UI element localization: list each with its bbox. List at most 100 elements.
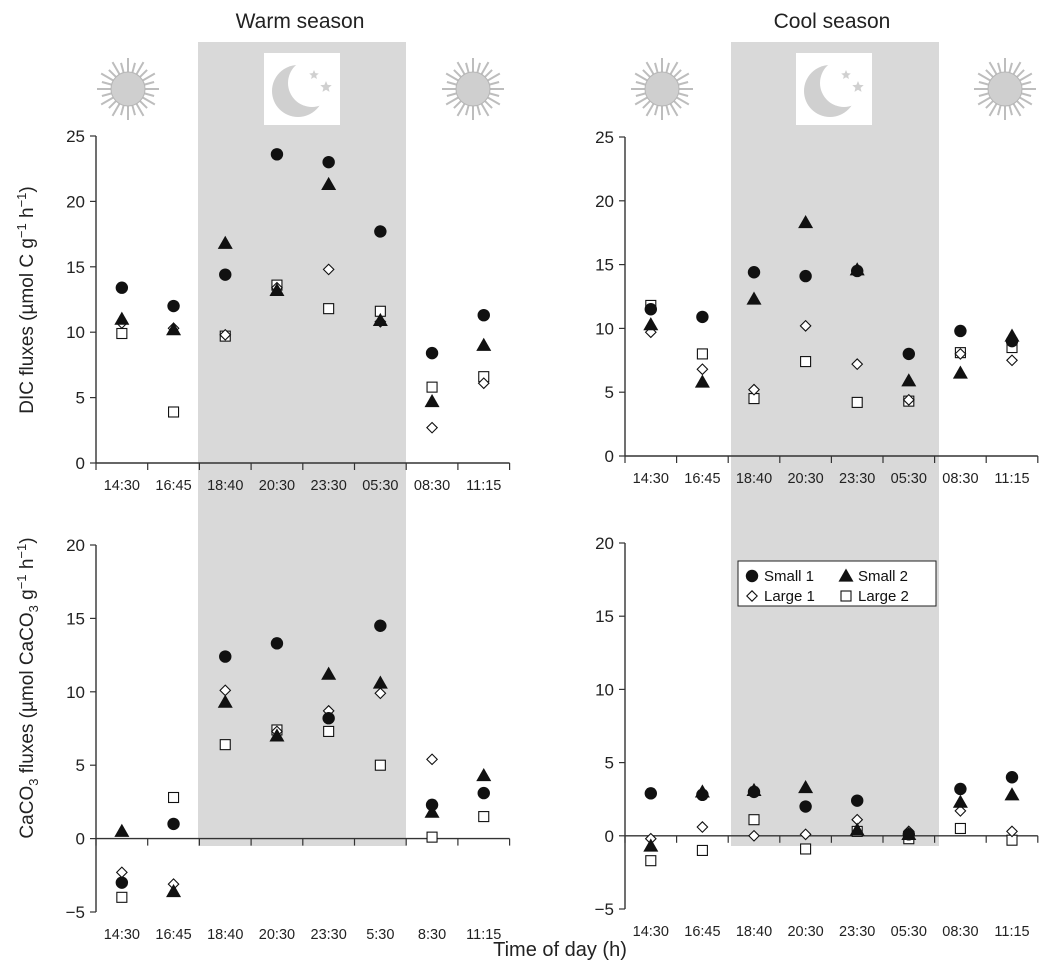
data-point-circle — [219, 650, 232, 663]
data-point-triangle — [269, 728, 285, 742]
data-point-triangle — [166, 883, 182, 898]
x-tick-label: 8:30 — [418, 927, 446, 943]
moon-icon — [264, 53, 340, 125]
data-point-diamond — [696, 363, 709, 376]
y-tick-label: 10 — [595, 680, 614, 699]
legend-marker-circle — [745, 569, 759, 583]
x-tick-label: 14:30 — [633, 471, 669, 487]
data-point-diamond — [954, 347, 967, 360]
y-tick-label: 5 — [76, 756, 85, 775]
data-point-circle — [270, 148, 284, 161]
x-tick-label: 5:30 — [366, 927, 394, 943]
series-large-1 — [644, 319, 1018, 406]
data-point-circle — [851, 264, 864, 278]
x-tick-label: 23:30 — [311, 927, 347, 943]
data-point-circle — [322, 712, 335, 725]
legend-label: Small 1 — [764, 568, 814, 585]
data-point-circle — [477, 786, 490, 800]
caco3-y-axis-label: CaCO3 fluxes (µmol CaCO3 g−1 h−1) — [14, 537, 41, 838]
data-point-square — [748, 814, 760, 826]
y-tick-label: 20 — [595, 534, 614, 553]
legend-label: Large 1 — [764, 588, 815, 605]
data-point-square — [645, 855, 657, 867]
y-tick-label: 20 — [66, 192, 85, 211]
legend-label: Small 2 — [858, 568, 908, 585]
x-tick-label: 11:15 — [466, 478, 501, 494]
data-point-circle — [167, 299, 180, 313]
x-tick-label: 23:30 — [839, 924, 875, 940]
y-tick-label: 0 — [605, 827, 614, 846]
data-point-circle — [115, 281, 129, 294]
day-night-icons — [97, 53, 1036, 125]
x-tick-label: 23:30 — [839, 471, 875, 487]
data-point-triangle — [166, 322, 182, 336]
x-tick-label: 18:40 — [207, 927, 243, 943]
data-point-circle — [115, 876, 129, 889]
warm-season-title: Warm season — [236, 10, 365, 33]
warm-night-band — [198, 42, 406, 846]
x-tick-label: 16:45 — [684, 471, 720, 487]
data-point-circle — [1005, 334, 1019, 348]
data-point-diamond — [322, 263, 335, 276]
warm-caco3-panel: −5 0 5 10 15 20 14:30 16:45 18:40 20:30 23:30 5:30 8… — [66, 536, 511, 943]
x-tick-label: 14:30 — [104, 927, 140, 943]
data-point-diamond — [799, 828, 812, 841]
data-point-diamond — [696, 821, 709, 833]
data-point-triangle — [798, 779, 814, 794]
data-point-circle — [644, 303, 657, 316]
data-point-circle — [270, 637, 284, 650]
data-point-circle — [425, 346, 439, 360]
x-tick-label: 23:30 — [311, 478, 347, 494]
x-tick-label: 08:30 — [942, 924, 978, 940]
data-point-circle — [902, 347, 915, 361]
y-tick-label: 25 — [66, 127, 85, 146]
data-point-square — [426, 831, 438, 843]
data-point-square — [374, 759, 386, 771]
data-point-triangle — [372, 312, 388, 327]
cool-caco3-panel: −5 0 5 10 15 20 14:30 16:45 18:40 20:30 23:30 05:30… — [595, 534, 1039, 940]
x-tick-label: 20:30 — [259, 478, 295, 494]
x-tick-label: 11:15 — [466, 927, 501, 943]
data-point-square — [478, 811, 490, 823]
legend: Small 1 Small 2 Large 1 Large 2 — [737, 560, 937, 607]
data-point-circle — [954, 782, 967, 796]
data-point-square — [696, 844, 708, 856]
data-point-triangle — [1004, 787, 1020, 801]
x-tick-label: 05:30 — [362, 478, 398, 494]
data-point-square — [800, 843, 812, 855]
y-tick-label: 5 — [605, 754, 614, 773]
data-point-diamond — [1006, 825, 1018, 838]
x-tick-label: 11:15 — [994, 924, 1029, 940]
data-point-triangle — [476, 767, 492, 782]
y-tick-label: 20 — [66, 536, 85, 555]
x-tick-label: 20:30 — [787, 924, 823, 940]
data-point-triangle — [321, 176, 337, 191]
data-point-triangle — [424, 804, 440, 818]
x-tick-label: 05:30 — [891, 471, 927, 487]
data-point-circle — [954, 324, 967, 338]
data-point-triangle — [901, 373, 917, 387]
sun-icon — [97, 58, 159, 120]
moon-icon — [796, 53, 872, 125]
data-point-circle — [374, 225, 387, 238]
x-tick-label: 16:45 — [155, 927, 191, 943]
y-tick-label: −5 — [66, 903, 85, 922]
data-point-triangle — [424, 394, 440, 408]
data-point-square — [219, 739, 231, 751]
data-point-triangle — [372, 675, 388, 689]
cool-season-title: Cool season — [774, 10, 891, 33]
y-tick-label: 0 — [605, 447, 614, 466]
y-tick-label: 20 — [595, 192, 614, 211]
data-point-circle — [425, 798, 439, 812]
data-point-triangle — [849, 822, 865, 836]
data-point-square — [696, 348, 708, 360]
data-point-circle — [696, 310, 709, 324]
data-point-square — [323, 725, 335, 737]
data-point-square — [168, 791, 180, 804]
x-tick-label: 08:30 — [414, 478, 450, 494]
data-point-diamond — [426, 753, 439, 766]
data-point-square — [851, 396, 863, 408]
x-tick-label: 18:40 — [736, 924, 772, 940]
data-point-circle — [747, 785, 761, 799]
sun-icon — [974, 58, 1036, 120]
